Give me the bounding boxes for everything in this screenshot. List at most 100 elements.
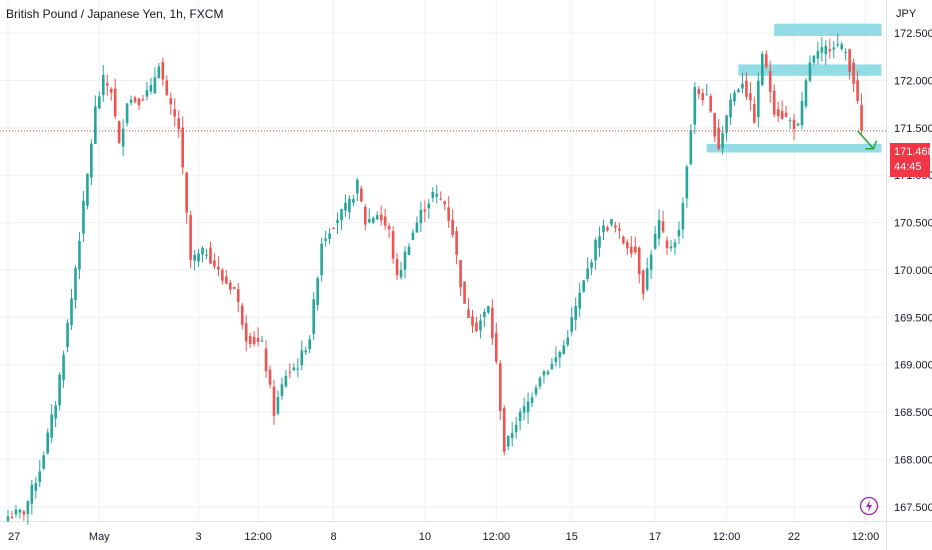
y-tick-label: 169.500 [894,312,932,324]
candle-body [38,471,42,483]
candle-body [435,194,439,197]
candle-body [479,320,482,331]
candle-body [637,247,641,275]
candle-body [229,282,232,290]
candle-body [443,201,446,205]
candle-body [705,94,709,96]
candle-body [312,299,315,334]
candle-body [729,99,732,118]
candle-body [336,220,339,224]
x-tick-label: 12:00 [483,531,511,543]
lightning-icon[interactable] [859,496,879,516]
candle-body [768,70,772,92]
candle-body [439,198,443,200]
candle-body [824,45,828,55]
candle-body [113,88,117,117]
candle-body [407,246,411,255]
candle-body [145,90,149,97]
candle-body [6,516,10,522]
candle-body [487,305,490,313]
x-tick-label: 10 [419,531,431,543]
candle-body [574,306,578,320]
candle-body [189,215,192,260]
x-tick-label: 22 [788,531,800,543]
candle-body [419,209,423,224]
candle-body [387,226,391,230]
candle-body [550,363,554,370]
candle-body [173,109,177,117]
candle-body [471,316,474,326]
candle-body [661,221,665,232]
y-tick-label: 170.000 [894,265,932,277]
candle-body [526,401,530,413]
candle-body [761,53,764,86]
candle-body [205,254,208,256]
candle-body [614,225,617,228]
zone-rect [706,143,882,153]
candle-body [34,483,38,491]
candle-body [109,88,113,93]
candle-body [137,98,141,106]
candle-body [475,322,478,332]
candle-body [324,238,327,241]
candle-body [423,209,427,212]
candle-body [455,231,458,255]
candle-body [308,339,312,350]
candle-body [367,219,371,223]
candle-body [272,386,276,416]
candle-body [741,83,744,89]
candle-body [582,280,585,292]
candle-body [129,99,133,103]
candle-body [221,269,224,281]
candle-body [594,239,597,261]
x-tick-label: 27 [8,531,20,543]
candle-body [185,172,188,213]
y-tick-label: 168.000 [894,454,932,466]
candle-body [296,368,300,370]
candle-body [10,516,14,518]
candle-body [125,103,129,124]
candle-body [431,192,435,198]
candle-body [133,97,137,102]
candle-body [669,246,673,249]
candle-body [86,173,89,206]
x-tick-label: 17 [649,531,661,543]
candle-body [213,260,216,267]
candle-body [332,228,335,230]
candle-body [733,92,736,102]
candle-body [415,222,419,233]
candle-body [721,133,724,149]
candle-body [745,80,748,97]
candle-body [495,332,498,362]
x-tick-label: May [89,531,110,543]
candle-body [22,511,26,515]
candle-body [459,260,462,288]
candle-body [193,254,196,261]
candle-body [697,89,701,95]
candle-body [62,355,65,380]
candle-body [54,405,57,419]
candle-body [411,232,415,240]
candle-body [201,247,204,255]
candle-body [371,217,375,223]
candle-body [677,229,681,237]
candle-body [66,322,69,348]
y-tick-label: 172.000 [894,76,932,88]
candle-body [121,128,125,147]
candle-body [94,106,97,144]
candle-body [725,115,728,133]
candle-body [181,127,184,168]
candle-body [18,509,22,513]
candle-body [304,350,308,353]
candle-body [328,233,331,240]
candle-body [844,51,847,53]
candle-body [780,111,784,119]
y-axis-labels: 172.500172.000171.500171.000170.500170.0… [894,28,932,514]
countdown-timer: 44:45 [894,161,922,173]
candle-body [483,311,486,318]
y-tick-label: 171.500 [894,123,932,135]
chart-title: British Pound / Japanese Yen, 1h, FXCM [6,7,224,21]
x-tick-label: 12:00 [713,531,741,543]
candle-body [554,357,558,363]
